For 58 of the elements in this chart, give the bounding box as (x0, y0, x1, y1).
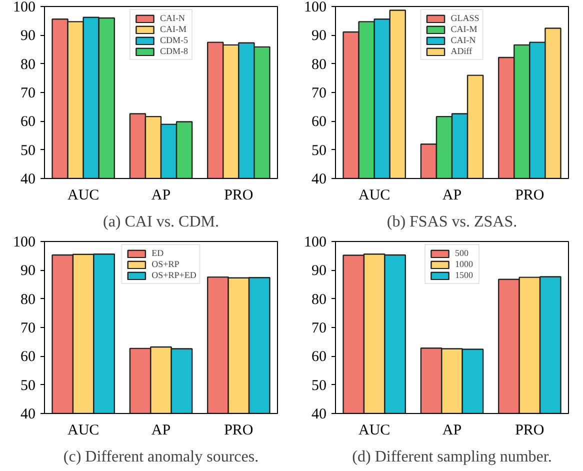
legend-label: OS+RP (152, 259, 180, 269)
x-tick-label: AUC (358, 188, 390, 204)
x-tick-label: AP (151, 188, 171, 204)
y-tick-label: 50 (312, 142, 326, 159)
y-tick-label: 40 (312, 172, 326, 188)
y-tick-label: 60 (20, 114, 36, 130)
legend-label: CAI-N (450, 35, 476, 45)
legend-label: GLASS (450, 13, 480, 23)
y-tick-label: 90 (312, 28, 326, 44)
y-tick-label: 60 (312, 114, 326, 130)
y-tick-label: 90 (20, 263, 36, 280)
y-tick-label: 60 (20, 349, 36, 366)
y-tick-label: 100 (304, 234, 326, 250)
y-tick-label: 40 (20, 406, 36, 422)
legend-label: 500 (455, 248, 470, 258)
text: (b) FSAS vs. ZSAS. (386, 214, 518, 230)
legend-label: CDM-5 (160, 35, 188, 45)
x-tick-label: PRO (224, 188, 254, 204)
y-tick-label: 80 (312, 56, 326, 73)
x-tick-label: AUC (68, 422, 100, 438)
text: (d) Different sampling number. (352, 448, 552, 466)
y-tick-label: 40 (20, 172, 36, 188)
legend-label: CAI-M (450, 24, 478, 34)
legend-label: 1500 (455, 270, 474, 280)
x-tick-label: AP (151, 422, 171, 438)
y-tick-label: 90 (312, 263, 326, 280)
x-tick-label: AUC (358, 422, 390, 438)
y-tick-label: 40 (312, 406, 326, 422)
y-tick-label: 70 (20, 320, 36, 336)
legend-label: CDM-8 (160, 46, 188, 56)
text: (c) Different anomaly sources. (63, 448, 259, 466)
legend-label: OS+RP+ED (152, 270, 196, 280)
legend-label: ED (152, 248, 165, 258)
text: (a) CAI vs. CDM. (103, 214, 220, 230)
legend-label: CAI-M (160, 24, 186, 34)
y-tick-label: 100 (13, 0, 36, 16)
legend-label: 1000 (455, 259, 474, 269)
y-tick-label: 70 (20, 86, 36, 102)
x-tick-label: PRO (515, 422, 544, 438)
x-tick-label: AP (442, 422, 462, 438)
y-tick-label: 50 (20, 378, 36, 394)
y-tick-label: 80 (20, 56, 36, 73)
y-tick-label: 60 (312, 349, 326, 366)
x-tick-label: PRO (515, 188, 544, 204)
y-tick-label: 80 (312, 292, 326, 308)
x-tick-label: AP (442, 188, 462, 204)
y-tick-label: 80 (20, 292, 36, 308)
y-tick-label: 70 (312, 86, 326, 102)
y-tick-label: 100 (13, 234, 36, 250)
x-tick-label: PRO (224, 422, 254, 438)
y-tick-label: 50 (20, 142, 36, 159)
legend-label: ADiff (450, 46, 472, 56)
x-tick-label: AUC (68, 188, 100, 204)
y-tick-label: 70 (312, 320, 326, 336)
legend-label: CAI-N (160, 13, 185, 23)
y-tick-label: 50 (312, 378, 326, 394)
y-tick-label: 90 (20, 28, 36, 44)
y-tick-label: 100 (304, 0, 326, 16)
